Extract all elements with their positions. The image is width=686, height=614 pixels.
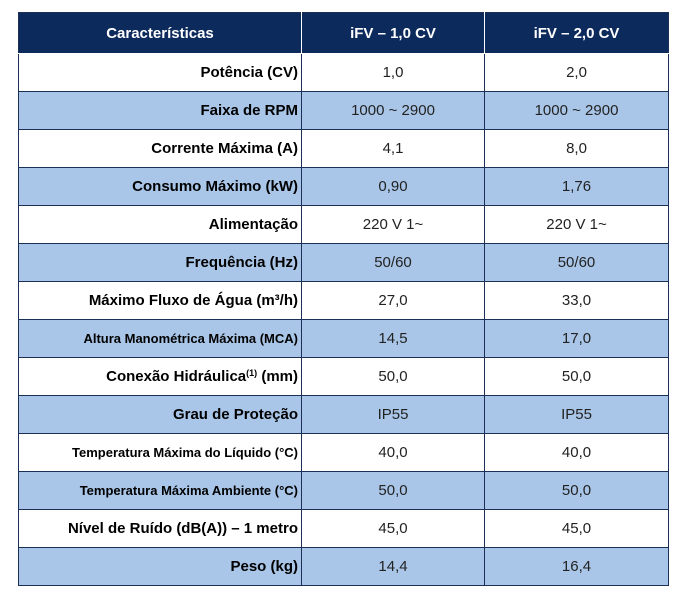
- row-value-1cv: 1000 ~ 2900: [301, 91, 485, 130]
- row-value-1cv: 1,0: [301, 53, 485, 92]
- row-value-1cv: 0,90: [301, 167, 485, 206]
- row-value-2cv: IP55: [484, 395, 669, 434]
- row-label: Temperatura Máxima do Líquido (°C): [18, 433, 302, 472]
- row-value-1cv: 27,0: [301, 281, 485, 320]
- header-characteristics: Características: [18, 12, 302, 54]
- table-row: Nível de Ruído (dB(A)) – 1 metro 45,0 45…: [18, 509, 669, 548]
- table-row: Altura Manométrica Máxima (MCA) 14,5 17,…: [18, 319, 669, 358]
- row-value-1cv: 45,0: [301, 509, 485, 548]
- header-model-2cv: iFV – 2,0 CV: [484, 12, 669, 54]
- row-label: Grau de Proteção: [18, 395, 302, 434]
- table-row: Frequência (Hz) 50/60 50/60: [18, 243, 669, 282]
- row-value-1cv: 50,0: [301, 471, 485, 510]
- table-row: Conexão Hidráulica(1) (mm) 50,0 50,0: [18, 357, 669, 396]
- table-row: Alimentação 220 V 1~ 220 V 1~: [18, 205, 669, 244]
- row-label: Temperatura Máxima Ambiente (°C): [18, 471, 302, 510]
- row-value-2cv: 1000 ~ 2900: [484, 91, 669, 130]
- row-value-2cv: 45,0: [484, 509, 669, 548]
- row-value-1cv: 14,4: [301, 547, 485, 586]
- row-value-1cv: IP55: [301, 395, 485, 434]
- row-value-2cv: 220 V 1~: [484, 205, 669, 244]
- row-label: Alimentação: [18, 205, 302, 244]
- row-value-2cv: 40,0: [484, 433, 669, 472]
- row-label: Peso (kg): [18, 547, 302, 586]
- row-label: Frequência (Hz): [18, 243, 302, 282]
- row-value-2cv: 50,0: [484, 471, 669, 510]
- row-label: Máximo Fluxo de Água (m³/h): [18, 281, 302, 320]
- row-value-2cv: 8,0: [484, 129, 669, 168]
- footnote-marker: (1): [246, 368, 258, 378]
- specifications-table: Características iFV – 1,0 CV iFV – 2,0 C…: [18, 12, 669, 586]
- row-label: Consumo Máximo (kW): [18, 167, 302, 206]
- row-value-1cv: 40,0: [301, 433, 485, 472]
- row-value-2cv: 16,4: [484, 547, 669, 586]
- table-row: Peso (kg) 14,4 16,4: [18, 547, 669, 586]
- row-value-2cv: 50,0: [484, 357, 669, 396]
- row-value-1cv: 14,5: [301, 319, 485, 358]
- table-row: Corrente Máxima (A) 4,1 8,0: [18, 129, 669, 168]
- header-model-1cv: iFV – 1,0 CV: [301, 12, 485, 54]
- row-label: Nível de Ruído (dB(A)) – 1 metro: [18, 509, 302, 548]
- table-row: Consumo Máximo (kW) 0,90 1,76: [18, 167, 669, 206]
- table-row: Faixa de RPM 1000 ~ 2900 1000 ~ 2900: [18, 91, 669, 130]
- table-row: Potência (CV) 1,0 2,0: [18, 53, 669, 92]
- row-label-composite: Conexão Hidráulica(1) (mm): [18, 357, 302, 396]
- row-label-unit: (mm): [257, 368, 298, 385]
- row-value-2cv: 1,76: [484, 167, 669, 206]
- row-value-1cv: 50/60: [301, 243, 485, 282]
- table-row: Grau de Proteção IP55 IP55: [18, 395, 669, 434]
- row-label: Conexão Hidráulica: [106, 368, 247, 385]
- row-value-2cv: 17,0: [484, 319, 669, 358]
- row-label: Corrente Máxima (A): [18, 129, 302, 168]
- row-value-2cv: 33,0: [484, 281, 669, 320]
- row-label: Altura Manométrica Máxima (MCA): [18, 319, 302, 358]
- table-row: Temperatura Máxima do Líquido (°C) 40,0 …: [18, 433, 669, 472]
- row-label: Potência (CV): [18, 53, 302, 92]
- row-value-1cv: 220 V 1~: [301, 205, 485, 244]
- row-label: Faixa de RPM: [18, 91, 302, 130]
- header-row: Características iFV – 1,0 CV iFV – 2,0 C…: [18, 12, 669, 54]
- row-value-1cv: 50,0: [301, 357, 485, 396]
- table-row: Temperatura Máxima Ambiente (°C) 50,0 50…: [18, 471, 669, 510]
- row-value-2cv: 50/60: [484, 243, 669, 282]
- row-value-1cv: 4,1: [301, 129, 485, 168]
- row-value-2cv: 2,0: [484, 53, 669, 92]
- table-row: Máximo Fluxo de Água (m³/h) 27,0 33,0: [18, 281, 669, 320]
